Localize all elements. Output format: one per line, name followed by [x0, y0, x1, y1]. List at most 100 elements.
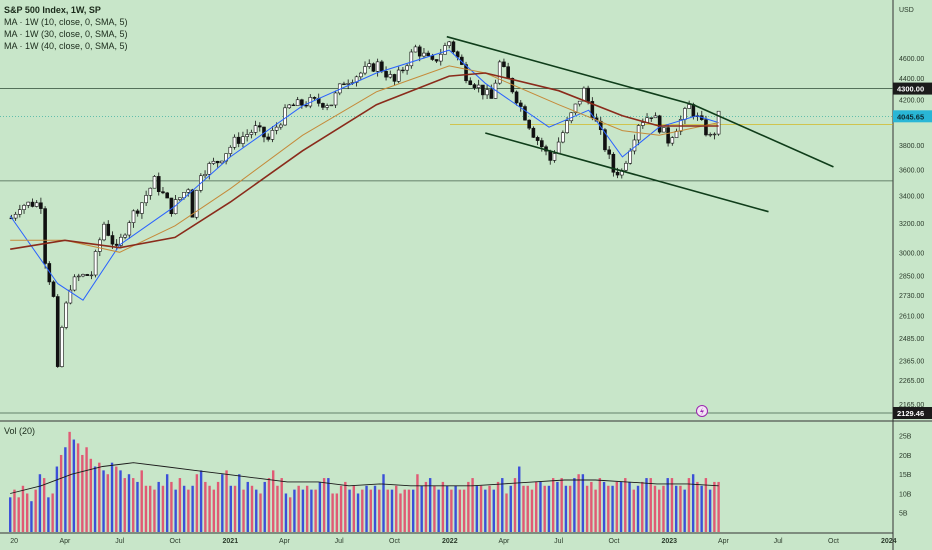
volume-bar-55 — [242, 489, 245, 532]
volume-bar-12 — [59, 454, 63, 532]
candle-54 — [236, 132, 241, 148]
price-tick-7: 3200.00 — [899, 221, 924, 228]
candle-55 — [241, 131, 245, 148]
volume-bar-35 — [157, 481, 160, 532]
candle-142 — [607, 146, 611, 160]
volume-bar-86 — [373, 485, 377, 532]
volume-bar-30 — [136, 481, 139, 532]
time-tick-4: 2021 — [223, 538, 239, 545]
volume-bar-48 — [212, 489, 216, 532]
volume-bar-156 — [670, 478, 674, 532]
volume-bar-53 — [233, 485, 237, 532]
volume-bar-102 — [441, 481, 445, 532]
candle-122 — [523, 104, 527, 121]
volume-bar-136 — [585, 485, 589, 532]
candle-110 — [472, 83, 477, 91]
volume-bar-49 — [216, 481, 220, 532]
volume-tick-4: 5B — [899, 511, 908, 518]
volume-bar-158 — [679, 485, 682, 532]
candle-161 — [687, 100, 691, 109]
volume-bar-38 — [170, 481, 173, 532]
candle-42 — [186, 188, 191, 197]
candle-18 — [85, 273, 89, 276]
candle-17 — [81, 273, 85, 278]
candle-73 — [316, 93, 321, 107]
volume-bar-149 — [641, 481, 644, 532]
volume-bar-61 — [267, 478, 271, 532]
volume-bar-15 — [72, 439, 76, 532]
volume-bar-90 — [390, 489, 394, 532]
price-tick-8: 3000.00 — [899, 250, 924, 257]
candle-76 — [329, 104, 334, 107]
volume-bar-99 — [428, 478, 432, 532]
candle-79 — [342, 81, 346, 85]
volume-bar-7 — [38, 474, 42, 532]
volume-bar-144 — [619, 481, 623, 532]
lightning-icon[interactable] — [696, 405, 708, 417]
volume-bar-108 — [467, 481, 470, 532]
volume-tick-0: 25B — [899, 434, 912, 441]
price-tick-9: 2850.00 — [899, 274, 924, 281]
price-label-2: 2129.46 — [897, 409, 924, 418]
volume-bar-16 — [76, 443, 80, 532]
volume-bar-140 — [602, 481, 606, 532]
volume-bar-51 — [225, 470, 228, 532]
volume-bar-126 — [543, 485, 546, 532]
price-tick-1: 4400.00 — [899, 76, 924, 83]
candle-104 — [447, 40, 452, 49]
candle-4 — [26, 201, 31, 209]
candle-84 — [363, 61, 367, 76]
volume-bar-81 — [352, 485, 356, 532]
candle-120 — [514, 90, 519, 106]
candle-21 — [98, 237, 102, 257]
candle-112 — [481, 84, 485, 100]
candle-48 — [211, 157, 216, 165]
candle-135 — [577, 100, 582, 107]
candle-93 — [401, 66, 405, 74]
volume-bar-137 — [590, 481, 593, 532]
volume-bar-71 — [310, 489, 313, 532]
price-tick-14: 2265.00 — [899, 378, 924, 385]
volume-bar-145 — [624, 478, 627, 532]
volume-bar-78 — [339, 485, 343, 532]
volume-bar-166 — [713, 481, 716, 532]
candle-130 — [556, 137, 561, 155]
candle-83 — [359, 71, 363, 81]
candle-3 — [22, 203, 26, 214]
volume-bar-104 — [450, 489, 453, 532]
candle-167 — [712, 132, 717, 140]
time-tick-1: Apr — [59, 538, 71, 545]
volume-bar-72 — [314, 489, 317, 532]
volume-bar-110 — [475, 485, 479, 532]
volume-tick-3: 10B — [899, 491, 912, 498]
candle-99 — [426, 50, 430, 57]
candle-150 — [641, 118, 645, 129]
volume-bar-157 — [674, 485, 678, 532]
candle-15 — [72, 274, 77, 292]
candle-102 — [438, 48, 443, 66]
volume-bar-100 — [433, 485, 436, 532]
candle-40 — [178, 197, 182, 202]
candle-121 — [518, 100, 523, 112]
candle-11 — [55, 294, 60, 368]
time-tick-15: Oct — [828, 538, 839, 545]
volume-bar-10 — [51, 493, 54, 532]
candle-146 — [624, 160, 628, 173]
volume-bar-0 — [9, 497, 12, 532]
volume-bar-39 — [174, 489, 177, 532]
price-label-box-2 — [893, 407, 932, 419]
candle-46 — [203, 170, 207, 179]
volume-bar-66 — [288, 497, 292, 532]
volume-bar-113 — [488, 485, 491, 532]
candle-62 — [270, 126, 275, 143]
candle-80 — [346, 79, 350, 90]
volume-bar-18 — [85, 447, 88, 532]
volume-bar-33 — [149, 485, 152, 532]
volume-bar-167 — [717, 481, 720, 532]
volume-bar-82 — [356, 493, 360, 532]
volume-bar-19 — [89, 458, 93, 532]
time-tick-8: 2022 — [442, 538, 458, 545]
volume-bar-87 — [378, 489, 381, 532]
